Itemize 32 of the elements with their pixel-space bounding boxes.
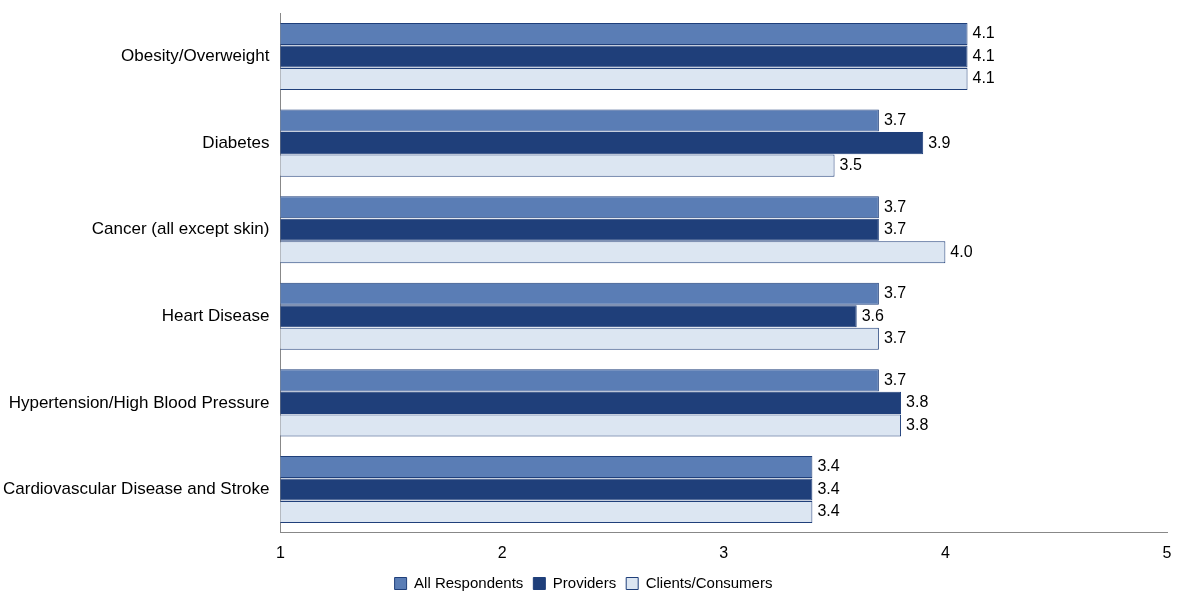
x-tick-label: 2 <box>497 543 507 561</box>
x-tick-label: 4 <box>940 543 950 561</box>
legend-label: Providers <box>552 573 617 591</box>
data-label: 3.4 <box>817 457 840 475</box>
data-label: 3.4 <box>817 502 840 520</box>
y-tick-label: Hypertension/High Blood Pressure <box>8 392 270 412</box>
data-label: 3.7 <box>883 284 907 302</box>
data-label: 3.8 <box>906 415 929 433</box>
data-label: 3.4 <box>817 479 840 497</box>
y-tick-label: Cardiovascular Disease and Stroke <box>2 479 270 499</box>
x-tick-label: 3 <box>719 543 729 561</box>
data-label: 4.1 <box>972 69 995 87</box>
data-label: 3.7 <box>883 197 907 215</box>
data-label: 3.7 <box>883 220 907 238</box>
data-label: 4.0 <box>950 242 973 260</box>
legend-label: Clients/Consumers <box>645 573 773 591</box>
data-label: 3.6 <box>861 306 885 324</box>
data-label: 4.1 <box>972 24 995 42</box>
legend-label: All Respondents <box>414 573 524 591</box>
x-tick-label: 5 <box>1162 543 1172 561</box>
x-tick-label: 1 <box>276 543 286 561</box>
data-label: 4.1 <box>972 46 995 64</box>
data-label: 3.8 <box>906 393 929 411</box>
data-label: 3.7 <box>883 329 907 347</box>
y-tick-label: Obesity/Overweight <box>121 46 270 66</box>
data-label: 3.7 <box>883 110 907 128</box>
data-label: 3.5 <box>839 156 862 174</box>
data-label: 3.9 <box>928 133 951 151</box>
y-tick-label: Heart Disease <box>161 305 270 325</box>
y-tick-label: Diabetes <box>202 132 270 152</box>
data-label: 3.7 <box>883 370 907 388</box>
y-tick-label: Cancer (all except skin) <box>91 219 270 239</box>
